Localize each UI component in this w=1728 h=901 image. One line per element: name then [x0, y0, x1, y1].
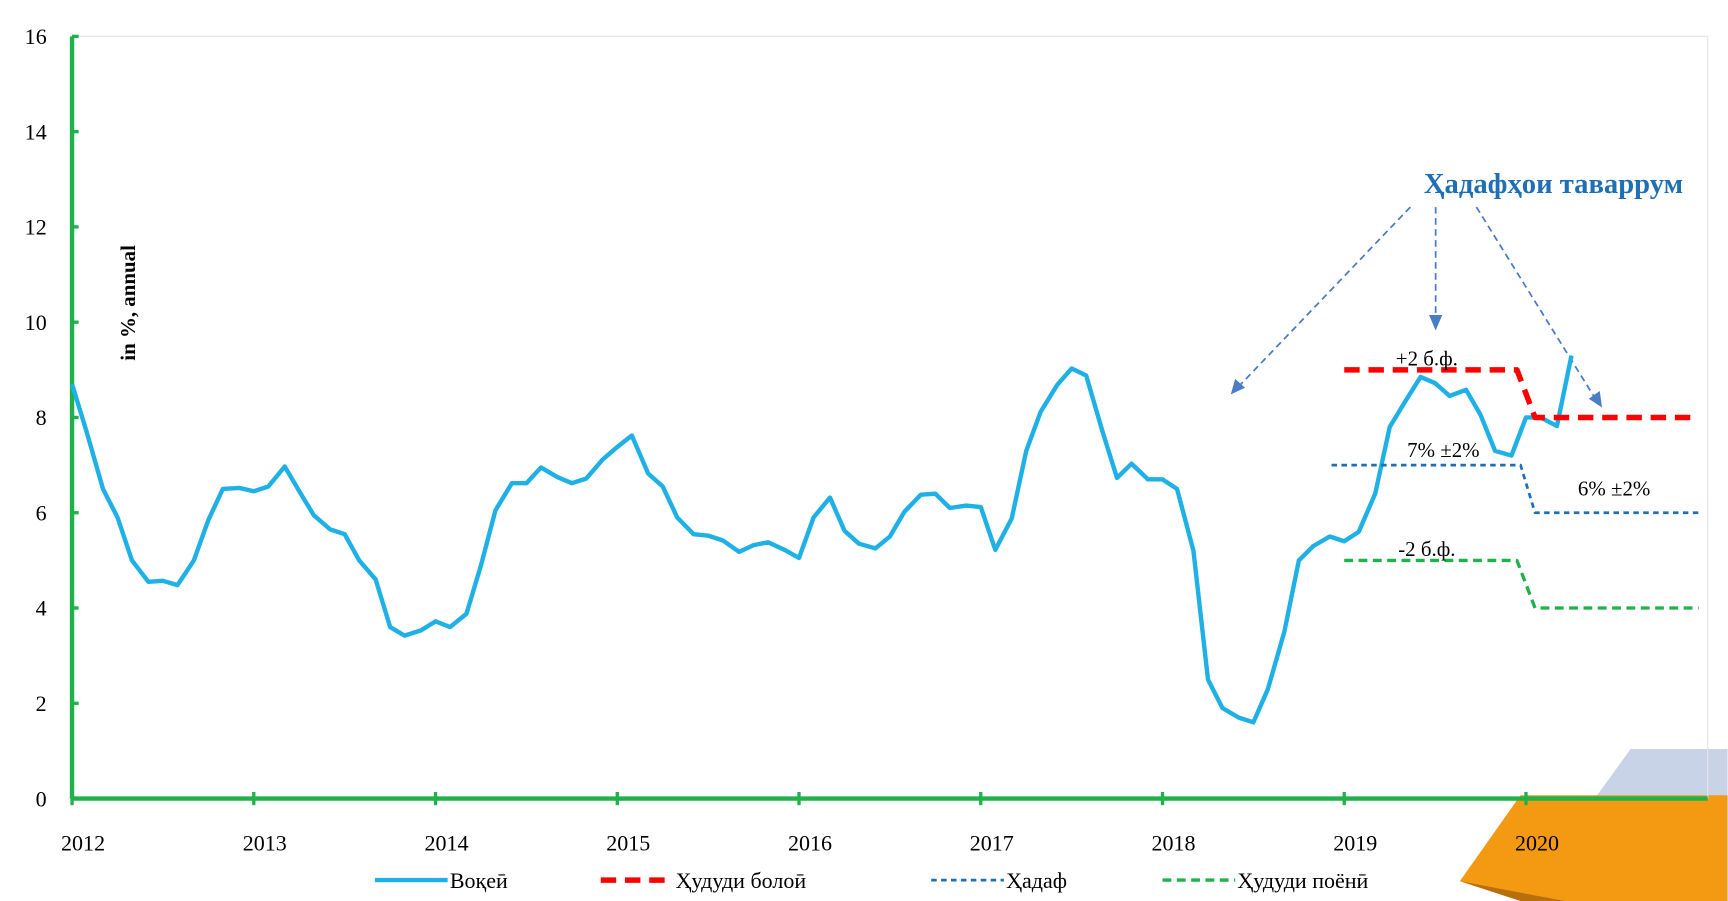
- annotation: 6% ±2%: [1578, 477, 1650, 501]
- legend-item: Ҳудуди поёнӣ: [1162, 868, 1369, 893]
- legend-label: Ҳудуди поёнӣ: [1237, 868, 1368, 893]
- legend-label: Ҳудуди болоӣ: [676, 868, 807, 893]
- x-tick-label: 2013: [243, 830, 287, 855]
- annotation: Ҳадафҳои таваррум: [1424, 168, 1683, 200]
- x-tick-label: 2018: [1151, 830, 1195, 855]
- decor-orange: [1459, 795, 1728, 901]
- annotation: 7% ±2%: [1407, 438, 1479, 462]
- x-tick-label: 2020: [1515, 830, 1559, 855]
- y-tick-label: 8: [36, 405, 47, 430]
- legend-label: Воқеӣ: [450, 868, 508, 893]
- series-line: [1344, 558, 1699, 610]
- legend-label: Ҳадаф: [1006, 868, 1067, 893]
- x-tick-label: 2014: [425, 830, 469, 855]
- series-line: [1331, 463, 1699, 515]
- arrow-heads: [1230, 315, 1602, 408]
- y-tick-label: 10: [25, 310, 47, 335]
- x-tick-label: 2016: [788, 830, 832, 855]
- legend-item: Ҳудуди болоӣ: [600, 868, 807, 893]
- legend-item: Ҳадаф: [931, 868, 1067, 893]
- series-line: [69, 355, 1574, 725]
- y-axis-label: in %, annual: [116, 245, 140, 361]
- y-tick-label: 16: [25, 24, 47, 49]
- y-tick-label: 2: [36, 691, 47, 716]
- y-tick-label: 14: [25, 119, 47, 144]
- y-tick-label: 0: [36, 786, 47, 811]
- series-line: [1344, 367, 1699, 421]
- legend-item: Воқеӣ: [374, 868, 508, 893]
- annotation-arrows: [1238, 206, 1597, 400]
- y-tick-label: 12: [25, 215, 47, 240]
- x-tick-label: 2019: [1333, 830, 1377, 855]
- decor-orange-shadow: [1459, 881, 1565, 901]
- annotation: +2 б.ф.: [1396, 347, 1458, 371]
- x-tick-label: 2015: [606, 830, 650, 855]
- y-tick-label: 6: [36, 500, 47, 525]
- x-tick-label: 2017: [970, 830, 1014, 855]
- y-tick-label: 4: [36, 596, 47, 621]
- annotation: -2 б.ф.: [1398, 537, 1455, 561]
- x-tick-label: 2012: [61, 830, 105, 855]
